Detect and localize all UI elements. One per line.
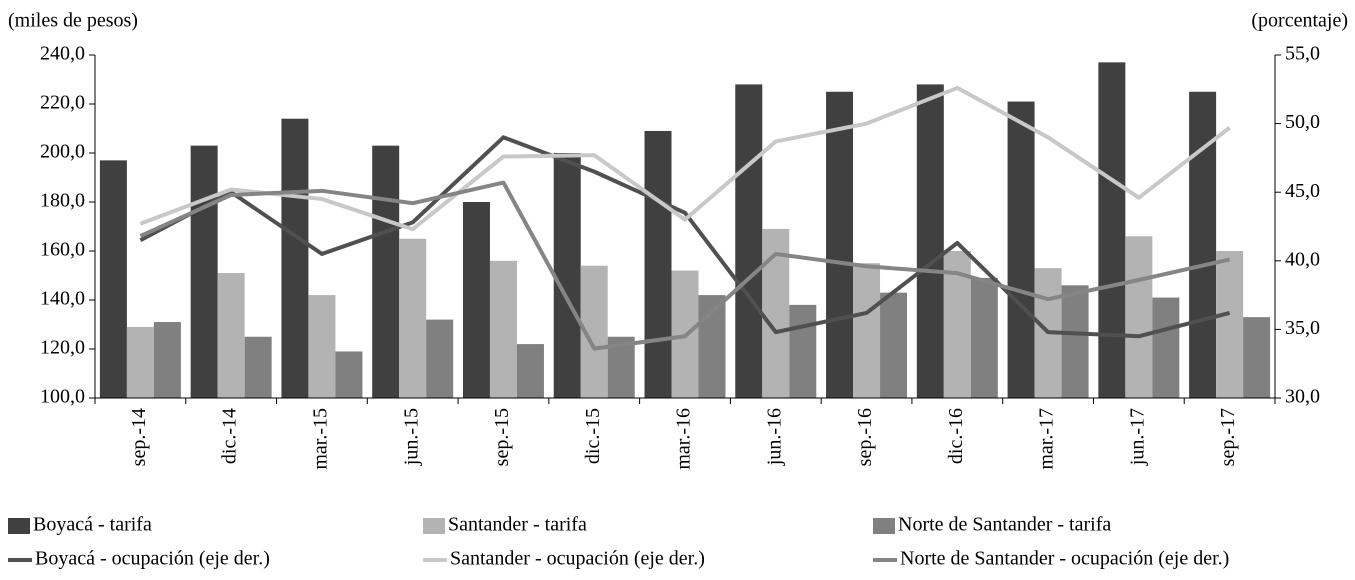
bar (1007, 101, 1035, 399)
x-tick-label: sep.-17 (1217, 408, 1239, 466)
bar (244, 336, 272, 398)
y2-axis-label: (porcentaje) (1251, 10, 1348, 32)
bar (553, 153, 581, 398)
bar (99, 160, 127, 398)
x-tick-label: mar.-15 (310, 408, 332, 470)
bar (516, 344, 544, 398)
bar (426, 319, 454, 398)
legend-label: Norte de Santander - tarifa (898, 514, 1111, 536)
bar (190, 145, 218, 398)
bar (789, 304, 817, 398)
bar (1061, 285, 1089, 398)
y2-tick-label: 40,0 (1285, 248, 1320, 270)
bar (126, 326, 154, 398)
y-tick-label: 160,0 (40, 239, 85, 261)
bar (1243, 317, 1271, 398)
line (139, 85, 1231, 232)
legend-swatch (873, 518, 895, 534)
x-tick-label: mar.-17 (1036, 408, 1058, 470)
bar (399, 238, 427, 398)
x-tick-label: dic.-16 (945, 408, 967, 464)
legend-swatch (8, 518, 30, 534)
legend-label: Boyacá - ocupación (eje der.) (35, 548, 270, 570)
bar (1189, 91, 1217, 398)
bar (1216, 251, 1244, 398)
line (139, 180, 1231, 351)
bar (217, 273, 245, 398)
y2-tick-label: 55,0 (1285, 43, 1320, 65)
legend-label: Santander - ocupación (eje der.) (450, 548, 705, 570)
bar (1098, 62, 1126, 398)
bar (462, 202, 490, 398)
bar (826, 91, 854, 398)
x-tick-label: mar.-16 (673, 408, 695, 470)
legend-label: Boyacá - tarifa (33, 514, 152, 536)
line (139, 135, 1231, 339)
x-tick-label: sep.-15 (491, 408, 513, 466)
y-tick-label: 220,0 (40, 92, 85, 114)
bar (1125, 236, 1153, 398)
x-tick-label: sep.-16 (854, 408, 876, 466)
bar (970, 277, 998, 398)
y-tick-label: 240,0 (40, 43, 85, 65)
y-tick-label: 200,0 (40, 141, 85, 163)
x-tick-label: jun.-17 (1126, 408, 1148, 466)
y-tick-label: 100,0 (40, 386, 85, 408)
x-tick-label: dic.-14 (219, 408, 241, 464)
x-tick-label: sep.-14 (128, 408, 150, 466)
x-tick-label: jun.-16 (763, 408, 785, 466)
y2-tick-label: 30,0 (1285, 386, 1320, 408)
y2-tick-label: 50,0 (1285, 111, 1320, 133)
legend-swatch (423, 518, 445, 534)
bar (853, 263, 881, 398)
bar (644, 130, 672, 398)
bar (335, 351, 363, 398)
x-tick-label: jun.-15 (400, 408, 422, 466)
bar (489, 260, 517, 398)
bar (372, 145, 400, 398)
bar (735, 84, 763, 399)
y-tick-label: 120,0 (40, 337, 85, 359)
y-axis-label: (miles de pesos) (8, 10, 138, 32)
y2-tick-label: 35,0 (1285, 317, 1320, 339)
bar (281, 118, 309, 398)
y-tick-label: 140,0 (40, 288, 85, 310)
legend-label: Norte de Santander - ocupación (eje der.… (900, 548, 1229, 570)
legend-label: Santander - tarifa (448, 514, 587, 536)
bar (308, 295, 336, 398)
x-tick-label: dic.-15 (582, 408, 604, 464)
y2-tick-label: 45,0 (1285, 180, 1320, 202)
bar (1152, 297, 1180, 398)
y-tick-label: 180,0 (40, 190, 85, 212)
bar (880, 292, 908, 398)
bar (916, 84, 944, 399)
bar (153, 322, 181, 398)
